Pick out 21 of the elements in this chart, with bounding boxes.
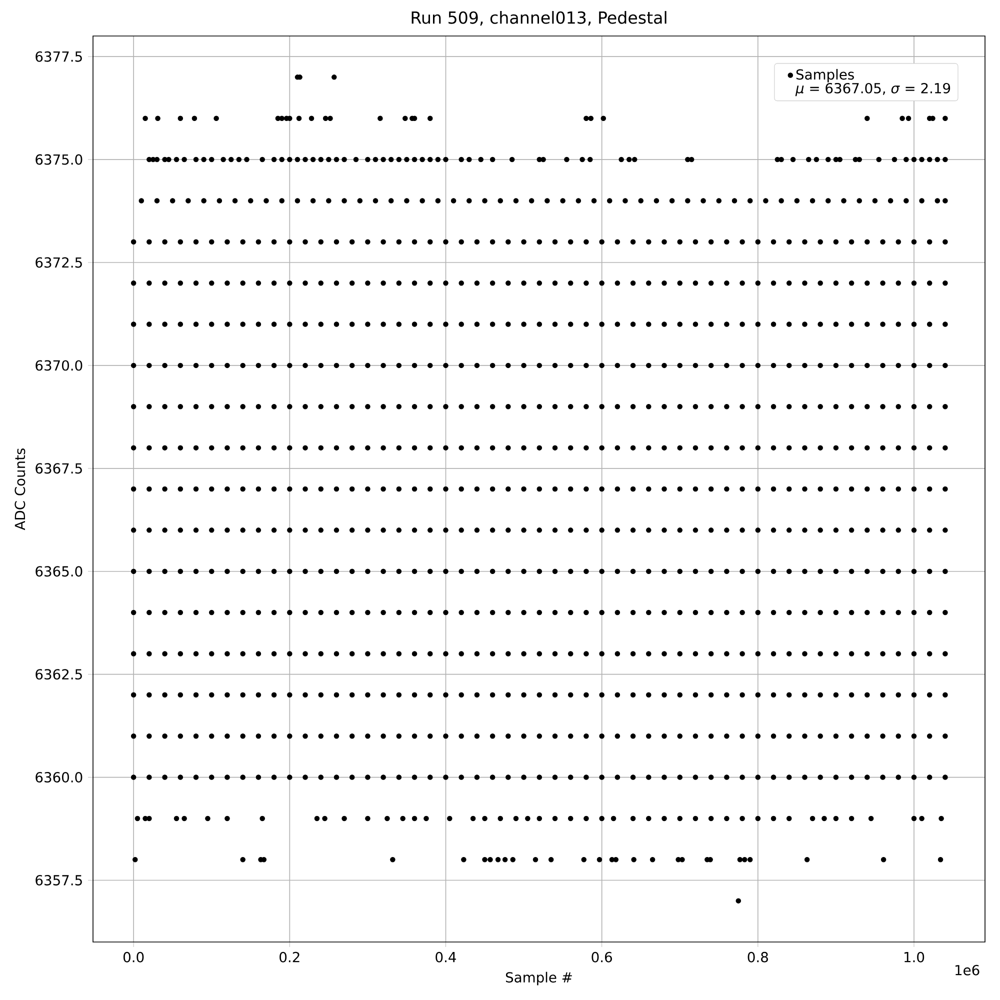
y-tick-label: 6362.5 (36, 669, 82, 680)
text: 1e6 (956, 964, 980, 976)
y-tick-label: 6365.0 (36, 566, 82, 577)
x-tick-label: 0.0 (123, 952, 144, 962)
legend-label: Samples (796, 68, 854, 82)
y-tick-label: 6375.0 (36, 154, 82, 165)
x-tick-label: 0.6 (592, 952, 612, 962)
x-tick-label: 0.4 (436, 952, 456, 962)
annotation: μ = 6367.05, σ = 2.19 (795, 82, 950, 96)
y-tick-label: 6377.5 (36, 51, 82, 62)
chart-title: Run 509, channel013, Pedestal (412, 11, 666, 26)
x-axis-title: Sample # (506, 972, 572, 986)
x-tick-label: 0.2 (280, 952, 300, 962)
y-axis-title: ADC Counts (14, 448, 26, 530)
y-tick-label: 6367.5 (36, 463, 82, 474)
y-tick-label: 6370.0 (36, 360, 82, 371)
x-tick-label: 1.0 (904, 952, 924, 962)
x-tick-label: 0.8 (748, 952, 768, 962)
y-tick-label: 6357.5 (36, 874, 82, 886)
y-tick-label: 6360.0 (36, 772, 82, 783)
y-tick-label: 6372.5 (36, 257, 82, 268)
